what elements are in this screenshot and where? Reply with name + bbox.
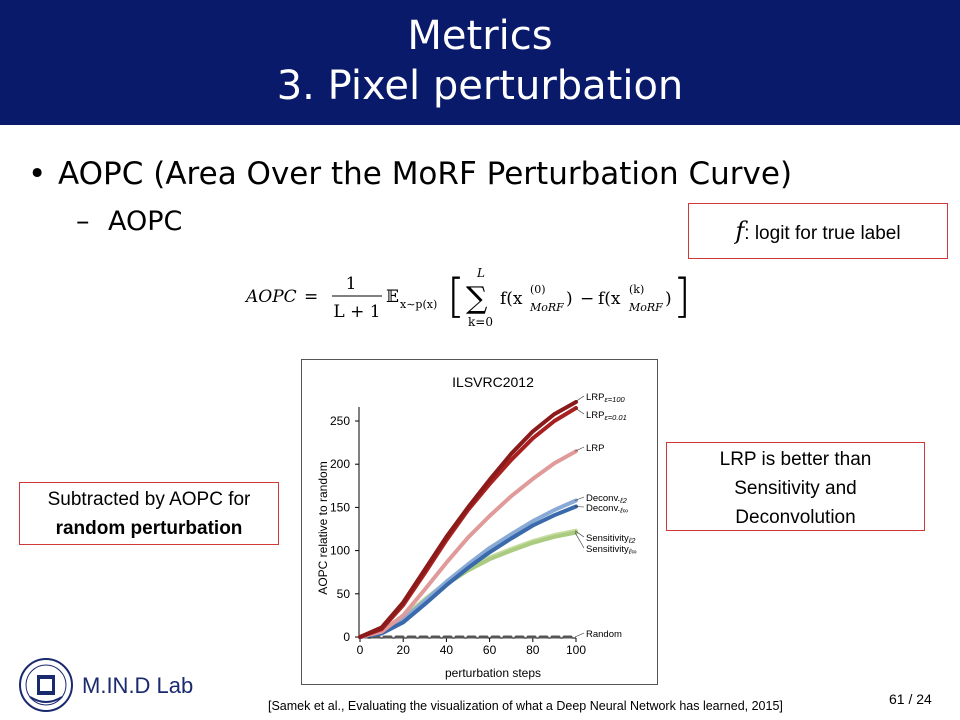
dash-icon: – (76, 206, 90, 237)
title-bar: Metrics 3. Pixel perturbation (0, 0, 960, 125)
lrp-line2: Sensitivity and (734, 478, 857, 499)
x-tick-label: 0 (357, 643, 364, 657)
bullet-level1-text: AOPC (Area Over the MoRF Perturbation Cu… (58, 156, 793, 192)
formula-close-paren1: ) (566, 289, 573, 309)
y-tick-label: 100 (330, 544, 350, 558)
bullet-aopc-definition: • AOPC (Area Over the MoRF Perturbation C… (28, 152, 792, 196)
series-label: Deconv.ℓ2 (586, 493, 628, 505)
chart-axes: 0 20 40 60 80 100 0 50 100 150 200 250 (330, 407, 586, 657)
series-label-leader (574, 395, 585, 403)
formula-sum-bottom: k=0 (468, 315, 493, 329)
chart-xlabel: perturbation steps (445, 666, 541, 680)
formula-expectation-sub: x∼p(x) (400, 298, 437, 311)
series-line-sensitivity-2 (358, 528, 578, 639)
subtract-line2: random perturbation (55, 518, 243, 539)
series-label-leader (574, 532, 585, 549)
y-tick-label: 0 (343, 630, 350, 644)
series-line-lrp-100 (358, 400, 578, 639)
series-label-leader (574, 446, 585, 452)
formula-frac-den: L + 1 (333, 302, 380, 322)
series-label-leader (574, 632, 585, 638)
x-tick-label: 80 (526, 643, 540, 657)
series-label: Random (586, 629, 622, 640)
aopc-formula: AOPC = 1 L + 1 𝔼 x∼p(x) [ L ∑ k=0 f(x (0… (244, 266, 691, 329)
chart-series (358, 400, 578, 639)
chart-svg: ILSVRC2012 0 20 40 60 80 100 0 50 100 150 200 250 L… (316, 374, 637, 680)
formula-term2: f(x (598, 289, 621, 309)
formula-minus: − (580, 289, 594, 309)
citation: [Samek et al., Evaluating the visualizat… (268, 699, 783, 713)
x-tick-label: 100 (566, 643, 586, 657)
y-tick-label: 50 (337, 587, 351, 601)
chart-title: ILSVRC2012 (452, 374, 534, 390)
f-symbol: f (735, 217, 745, 245)
f-definition-box: f: logit for true label (688, 203, 948, 259)
chart-ylabel: AOPC relative to random (316, 461, 330, 594)
series-line-deconv- (358, 504, 578, 639)
page-number: 61 / 24 (889, 691, 932, 707)
formula-left-bracket: [ (447, 269, 465, 323)
random-subtraction-box: Subtracted by AOPC for random perturbati… (19, 482, 279, 545)
university-logo-icon (19, 658, 73, 712)
formula-right-bracket: ] (673, 269, 691, 323)
x-tick-label: 40 (440, 643, 454, 657)
lrp-line3: Deconvolution (735, 507, 856, 528)
formula-lhs: AOPC (244, 287, 297, 307)
formula-term1-sup: (0) (530, 283, 546, 296)
bullet-level2-text: AOPC (108, 206, 183, 237)
series-label: LRPε=100 (586, 392, 626, 404)
subtract-line1: Subtracted by AOPC for (47, 489, 251, 510)
slide-title-line2: 3. Pixel perturbation (276, 63, 684, 109)
series-label: LRP (586, 443, 604, 454)
series-label: Sensitivityℓ2 (586, 533, 636, 545)
aopc-chart: ILSVRC2012 0 20 40 60 80 100 0 50 100 150 200 250 L… (301, 359, 658, 685)
series-label-leader (574, 407, 585, 415)
formula-sum-top: L (476, 266, 485, 280)
y-tick-label: 200 (330, 457, 350, 471)
sub-bullet-aopc: – AOPC (76, 202, 182, 242)
y-tick-label: 250 (330, 414, 350, 428)
series-label: LRPε=0.01 (586, 410, 627, 422)
formula-close-paren2: ) (665, 289, 672, 309)
formula-frac-num: 1 (346, 274, 357, 294)
formula-term2-sup: (k) (629, 283, 644, 296)
series-label-leader (574, 496, 585, 501)
series-label: Sensitivityℓ∞ (586, 544, 637, 556)
formula-term2-sub: MoRF (628, 301, 663, 314)
formula-term1-sub: MoRF (529, 301, 564, 314)
x-tick-label: 60 (483, 643, 497, 657)
formula-equals: = (304, 287, 318, 307)
series-label-leader (574, 530, 585, 538)
formula-term1: f(x (500, 289, 523, 309)
series-line-lrp (358, 449, 578, 639)
x-tick-label: 20 (397, 643, 411, 657)
slide-title-line1: Metrics (407, 13, 553, 59)
lrp-line1: LRP is better than (719, 449, 872, 470)
series-label: Deconv.ℓ∞ (586, 503, 628, 515)
formula-sum-sign: ∑ (466, 281, 488, 316)
lrp-conclusion-box: LRP is better than Sensitivity and Decon… (666, 442, 925, 531)
bullet-dot-icon: • (28, 156, 47, 192)
lab-name: M.IN.D Lab (82, 673, 194, 698)
formula-expectation: 𝔼 (386, 287, 399, 307)
f-definition-text: : logit for true label (744, 223, 901, 244)
y-tick-label: 150 (330, 500, 350, 514)
